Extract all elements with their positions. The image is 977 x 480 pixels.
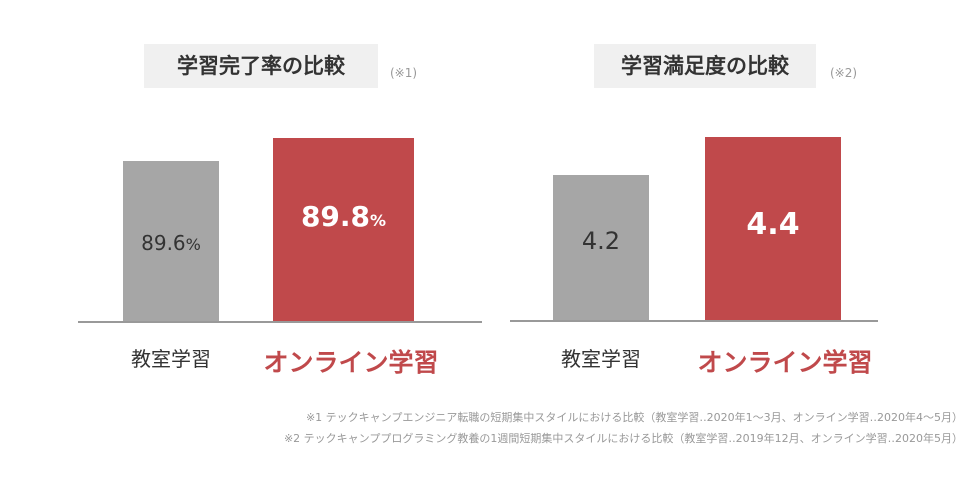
category-label-online: オンライン学習 [263,348,439,377]
category-label-online: オンライン学習 [697,348,873,377]
x-axis-line [510,320,878,322]
bar-value-label: 4.2 [553,227,649,255]
category-label-classroom: 教室学習 [131,347,211,371]
category-label-classroom: 教室学習 [561,347,641,371]
bar-online: 4.4 [705,137,841,320]
value-number: 4.2 [581,227,621,255]
x-axis-line [78,321,482,323]
value-unit: % [370,211,387,230]
chart-title: 学習満足度の比較 [594,44,816,88]
bar-online: 89.8% [273,138,414,321]
chart-note: (※2) [830,66,858,80]
value-number: 4.4 [746,207,800,242]
footnotes: ※1 テックキャンプエンジニア転職の短期集中スタイルにおける比較（教室学習‥20… [284,407,963,449]
bar-classroom: 4.2 [553,175,649,320]
chart-note: (※1) [390,66,418,80]
bar-value-label: 89.8% [273,200,414,233]
completion-rate-chart: 学習完了率の比較 (※1) 89.6% 89.8% 教室学習 オンライン学習 [60,0,500,400]
chart-title: 学習完了率の比較 [144,44,378,88]
satisfaction-chart: 学習満足度の比較 (※2) 4.2 4.4 教室学習 オンライン学習 [500,0,940,400]
footnote-1: ※1 テックキャンプエンジニア転職の短期集中スタイルにおける比較（教室学習‥20… [305,411,963,424]
bar-value-label: 89.6% [123,231,219,255]
value-number: 89.6 [141,231,186,255]
value-number: 89.8 [300,200,371,233]
value-unit: % [185,235,201,254]
bar-value-label: 4.4 [705,207,841,242]
bar-classroom: 89.6% [123,161,219,321]
footnote-2: ※2 テックキャンププログラミング教養の1週間短期集中スタイルにおける比較（教室… [283,432,963,445]
